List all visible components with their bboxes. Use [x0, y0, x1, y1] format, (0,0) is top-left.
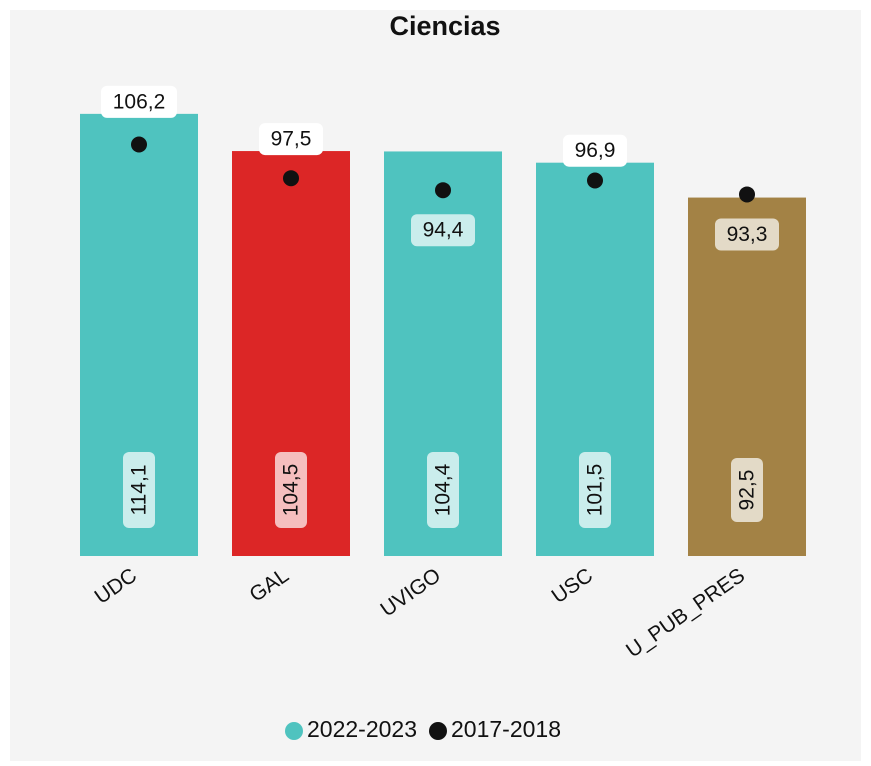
bar-value-label: 104,5 [280, 464, 303, 517]
dot-value-label: 93,3 [727, 223, 768, 246]
label-box [563, 134, 627, 167]
dot-value-label: 97,5 [271, 128, 312, 151]
label-box [411, 214, 475, 247]
label-box [259, 123, 323, 156]
legend-marker [429, 722, 447, 740]
legend-label: 2017-2018 [451, 716, 561, 742]
label-box [427, 452, 459, 528]
dot [739, 186, 755, 203]
dot-value-label: 94,4 [423, 219, 464, 242]
legend-label: 2022-2023 [307, 716, 417, 742]
dot [131, 136, 147, 153]
dot [587, 172, 603, 189]
label-box [101, 85, 177, 118]
legend-marker [285, 722, 303, 740]
label-box [715, 218, 779, 251]
chart-title: Ciencias [389, 11, 500, 41]
dot-value-label: 106,2 [113, 90, 166, 113]
label-box [123, 452, 155, 528]
dot [283, 170, 299, 187]
bar-value-label: 101,5 [584, 464, 607, 517]
bar-value-label: 92,5 [736, 470, 759, 511]
bar-value-label: 104,4 [432, 463, 455, 516]
dot-value-label: 96,9 [575, 139, 616, 162]
label-box [275, 452, 307, 528]
bar-value-label: 114,1 [128, 465, 151, 516]
label-box [579, 452, 611, 528]
label-box [731, 458, 763, 522]
dot [435, 182, 451, 199]
